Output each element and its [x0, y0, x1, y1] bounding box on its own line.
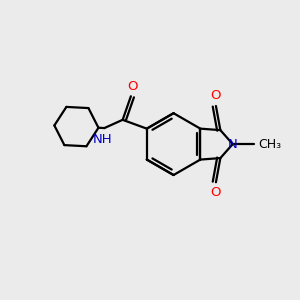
Text: N: N — [228, 138, 238, 151]
Text: O: O — [211, 89, 221, 102]
Text: O: O — [127, 80, 138, 93]
Text: CH₃: CH₃ — [258, 138, 281, 151]
Text: O: O — [211, 186, 221, 199]
Text: NH: NH — [93, 134, 113, 146]
